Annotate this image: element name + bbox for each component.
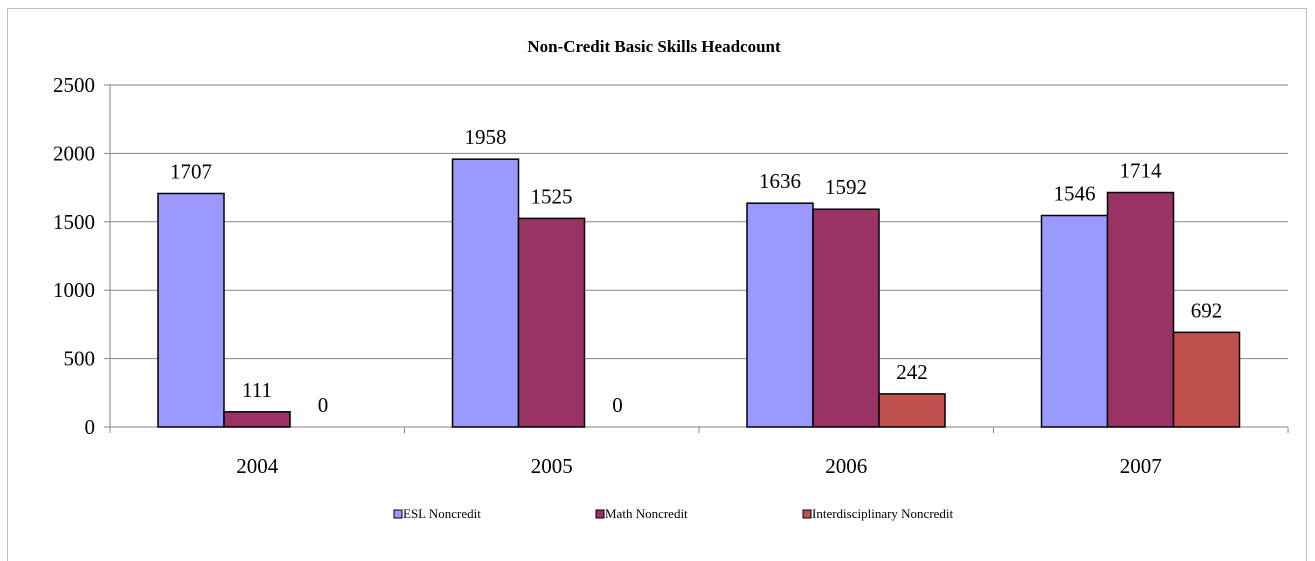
data-label: 692 [1191,298,1223,322]
y-tick-label: 0 [85,415,96,439]
legend-swatch [595,509,605,519]
y-tick-label: 2500 [53,73,95,97]
data-label: 1546 [1054,182,1096,206]
bar [746,202,814,428]
data-label: 111 [242,378,272,402]
legend-swatch [802,509,812,519]
data-label: 1707 [170,159,212,183]
data-label: 242 [896,360,928,384]
data-labels: 1707 1958 1636 1546 111 1525 1592 1714 0 0 242 692 [170,125,1222,417]
legend-label: Math Noncredit [605,506,688,521]
data-label: 1714 [1120,159,1163,183]
bar [1172,331,1241,428]
bar [223,411,291,428]
legend: ESL Noncredit Math Noncredit Interdiscipli… [393,506,954,521]
y-tick-label: 500 [64,347,96,371]
axes: 0 500 1000 1500 2000 2500 2004 2005 2006 2007 [53,73,1289,478]
y-tick-label: 2000 [53,141,95,165]
x-tick-label: 2007 [1120,454,1162,478]
legend-label: ESL Noncredit [403,506,481,521]
x-tick-label: 2006 [825,454,867,478]
legend-label: Interdisciplinary Noncredit [812,506,954,521]
x-tick-label: 2005 [531,454,573,478]
data-label: 1636 [759,169,801,193]
data-label: 1592 [825,175,867,199]
chart-title: Non-Credit Basic Skills Headcount [527,37,781,56]
data-label: 0 [612,393,623,417]
y-tick-label: 1000 [53,278,95,302]
bar [517,217,586,428]
bar [157,192,225,428]
bar [878,393,946,428]
bar [1040,214,1109,428]
bars [157,158,1241,428]
data-label: 1958 [465,125,507,149]
legend-swatch [393,509,403,519]
x-tick-label: 2004 [236,454,279,478]
bar [451,158,520,428]
bar [812,208,880,428]
y-tick-label: 1500 [53,210,95,234]
data-label: 0 [318,393,329,417]
bar [1106,191,1175,428]
data-label: 1525 [531,184,573,208]
